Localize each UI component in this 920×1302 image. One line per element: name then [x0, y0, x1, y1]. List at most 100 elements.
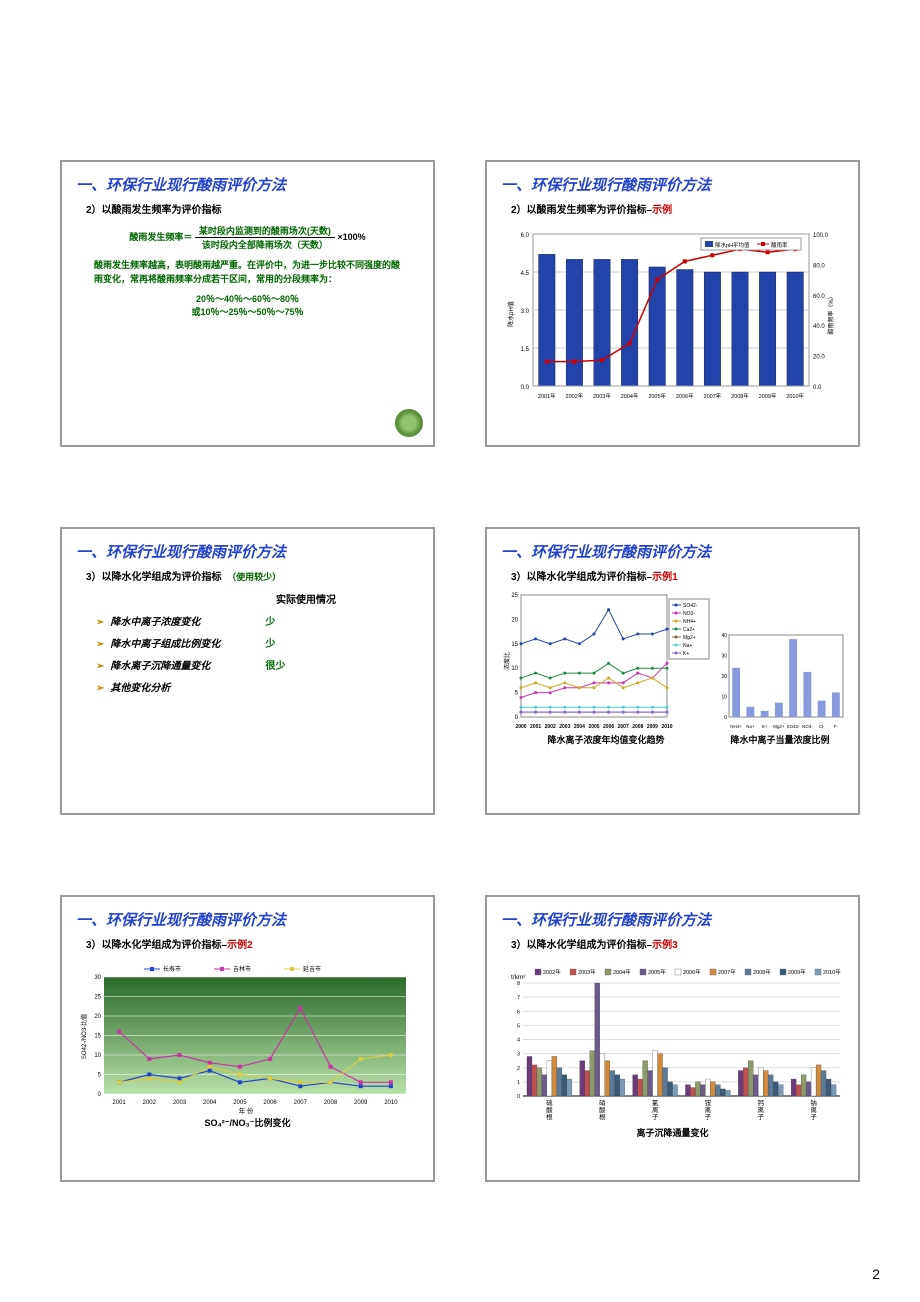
svg-text:2009: 2009 — [354, 1100, 368, 1106]
svg-text:离: 离 — [705, 1105, 712, 1114]
svg-text:Cl-: Cl- — [819, 724, 825, 729]
svg-text:钠: 钠 — [810, 1098, 817, 1107]
subtitle: 2）以酸雨发生频率为评价指标 — [86, 201, 419, 216]
svg-text:氯: 氯 — [652, 1098, 659, 1107]
svg-text:2001: 2001 — [112, 1100, 126, 1106]
svg-text:K+: K+ — [762, 724, 768, 729]
svg-text:2005: 2005 — [588, 724, 599, 730]
svg-text:30: 30 — [94, 975, 101, 981]
svg-text:子: 子 — [810, 1113, 817, 1121]
svg-text:7: 7 — [517, 995, 520, 1001]
svg-text:2005年: 2005年 — [648, 392, 666, 400]
svg-text:Na+: Na+ — [746, 724, 755, 729]
svg-text:酸: 酸 — [599, 1105, 606, 1114]
svg-text:2003年: 2003年 — [578, 968, 596, 976]
svg-text:降水pH值: 降水pH值 — [507, 301, 515, 327]
column-header: 实际使用情况 — [96, 591, 419, 606]
svg-text:年 份: 年 份 — [239, 1106, 254, 1114]
chart-caption: 降水中离子当量浓度比例 — [715, 733, 845, 746]
svg-text:延吉市: 延吉市 — [303, 965, 321, 973]
svg-text:0.0: 0.0 — [521, 385, 530, 391]
svg-text:离: 离 — [652, 1105, 659, 1114]
svg-text:25: 25 — [511, 593, 518, 599]
chart-caption: SO₄²⁻/NO₃⁻比例变化 — [76, 1116, 419, 1129]
svg-text:SO42-: SO42- — [683, 603, 698, 609]
svg-text:80.0: 80.0 — [813, 263, 825, 269]
svg-text:8: 8 — [517, 981, 520, 987]
svg-text:3: 3 — [517, 1051, 520, 1057]
svg-text:20: 20 — [511, 618, 518, 624]
svg-text:降水pH平均值: 降水pH平均值 — [715, 241, 750, 249]
svg-text:0: 0 — [724, 715, 727, 721]
svg-text:浓度比: 浓度比 — [503, 652, 511, 670]
svg-text:子: 子 — [652, 1113, 659, 1121]
svg-text:2002: 2002 — [143, 1100, 157, 1106]
svg-text:硫: 硫 — [546, 1098, 553, 1107]
svg-text:2003年: 2003年 — [593, 392, 611, 400]
svg-text:F-: F- — [834, 724, 839, 729]
svg-text:0: 0 — [517, 1094, 520, 1100]
svg-text:6.0: 6.0 — [521, 233, 530, 239]
svg-text:2007年: 2007年 — [704, 392, 722, 400]
slide-title: 一、环保行业现行酸雨评价方法 — [76, 541, 419, 562]
line-chart: 0510152025302001200220032004200520062007… — [76, 959, 416, 1114]
slide-title: 一、环保行业现行酸雨评价方法 — [76, 909, 419, 930]
svg-text:2008: 2008 — [632, 724, 643, 730]
svg-text:2006年: 2006年 — [676, 392, 694, 400]
svg-text:2006年: 2006年 — [683, 968, 701, 976]
svg-text:2006: 2006 — [603, 724, 614, 730]
slide-5: 一、环保行业现行酸雨评价方法 3）以降水化学组成为评价指标–示例2 051015… — [60, 895, 435, 1182]
slide-title: 一、环保行业现行酸雨评价方法 — [501, 909, 844, 930]
svg-text:钙: 钙 — [758, 1098, 765, 1107]
logo-badge-icon — [395, 409, 423, 437]
svg-text:6: 6 — [517, 1009, 520, 1015]
svg-text:0.0: 0.0 — [813, 385, 822, 391]
svg-text:0: 0 — [98, 1092, 102, 1098]
svg-text:2009年: 2009年 — [788, 968, 806, 976]
svg-text:1: 1 — [517, 1080, 520, 1086]
svg-text:2004: 2004 — [203, 1100, 217, 1106]
intervals: 20％～40％～60％～80％ 或10％～25％～50％～75％ — [76, 292, 419, 318]
svg-text:t/km²: t/km² — [511, 974, 526, 981]
svg-text:2010年: 2010年 — [823, 968, 841, 976]
svg-text:2007: 2007 — [618, 724, 629, 730]
svg-text:2001: 2001 — [530, 724, 541, 730]
subtitle: 3）以降水化学组成为评价指标–示例1 — [511, 568, 844, 583]
svg-text:2010年: 2010年 — [786, 392, 804, 400]
slide-title: 一、环保行业现行酸雨评价方法 — [501, 541, 844, 562]
svg-text:2009年: 2009年 — [759, 392, 777, 400]
svg-text:0: 0 — [515, 715, 519, 721]
svg-text:2004年: 2004年 — [613, 968, 631, 976]
svg-text:30: 30 — [721, 654, 727, 660]
svg-text:5: 5 — [98, 1072, 102, 1078]
grouped-bar-chart: 012345678硫酸根硝酸根氯离子铵离子钙离子钠离子t/km²2002年200… — [501, 959, 846, 1124]
svg-text:2003: 2003 — [559, 724, 570, 730]
svg-text:2002年: 2002年 — [566, 392, 584, 400]
svg-text:子: 子 — [705, 1113, 712, 1121]
svg-text:2002: 2002 — [545, 724, 556, 730]
svg-text:2004年: 2004年 — [621, 392, 639, 400]
slide-4: 一、环保行业现行酸雨评价方法 3）以降水化学组成为评价指标–示例1 051015… — [485, 527, 860, 814]
svg-text:100.0: 100.0 — [813, 233, 829, 239]
svg-text:60.0: 60.0 — [813, 294, 825, 300]
svg-text:2005: 2005 — [233, 1100, 247, 1106]
line-chart: 0510152025200020012002200320042005200620… — [501, 591, 711, 731]
slide-2: 一、环保行业现行酸雨评价方法 2）以酸雨发生频率为评价指标–示例 0.01.53… — [485, 160, 860, 447]
slide-title: 一、环保行业现行酸雨评价方法 — [76, 174, 419, 195]
svg-text:40: 40 — [721, 633, 727, 639]
svg-text:2007年: 2007年 — [718, 968, 736, 976]
svg-text:2004: 2004 — [574, 724, 585, 730]
svg-text:25: 25 — [94, 994, 101, 1000]
formula: 酸雨发生频率＝ 某时段内监测到的酸雨场次(天数) 该时段内全部降雨场次（天数） … — [76, 224, 419, 251]
svg-text:Mg2+: Mg2+ — [773, 724, 785, 729]
svg-text:2001年: 2001年 — [538, 392, 556, 400]
chart-caption: 降水离子浓度年均值变化趋势 — [501, 733, 711, 746]
svg-text:2003: 2003 — [173, 1100, 187, 1106]
svg-text:3.0: 3.0 — [521, 309, 530, 315]
svg-text:4: 4 — [517, 1037, 520, 1043]
svg-text:离: 离 — [758, 1105, 765, 1114]
svg-text:2: 2 — [517, 1065, 520, 1071]
svg-text:酸: 酸 — [546, 1105, 553, 1114]
slide-1: 一、环保行业现行酸雨评价方法 2）以酸雨发生频率为评价指标 酸雨发生频率＝ 某时… — [60, 160, 435, 447]
svg-text:NO3-: NO3- — [802, 724, 813, 729]
